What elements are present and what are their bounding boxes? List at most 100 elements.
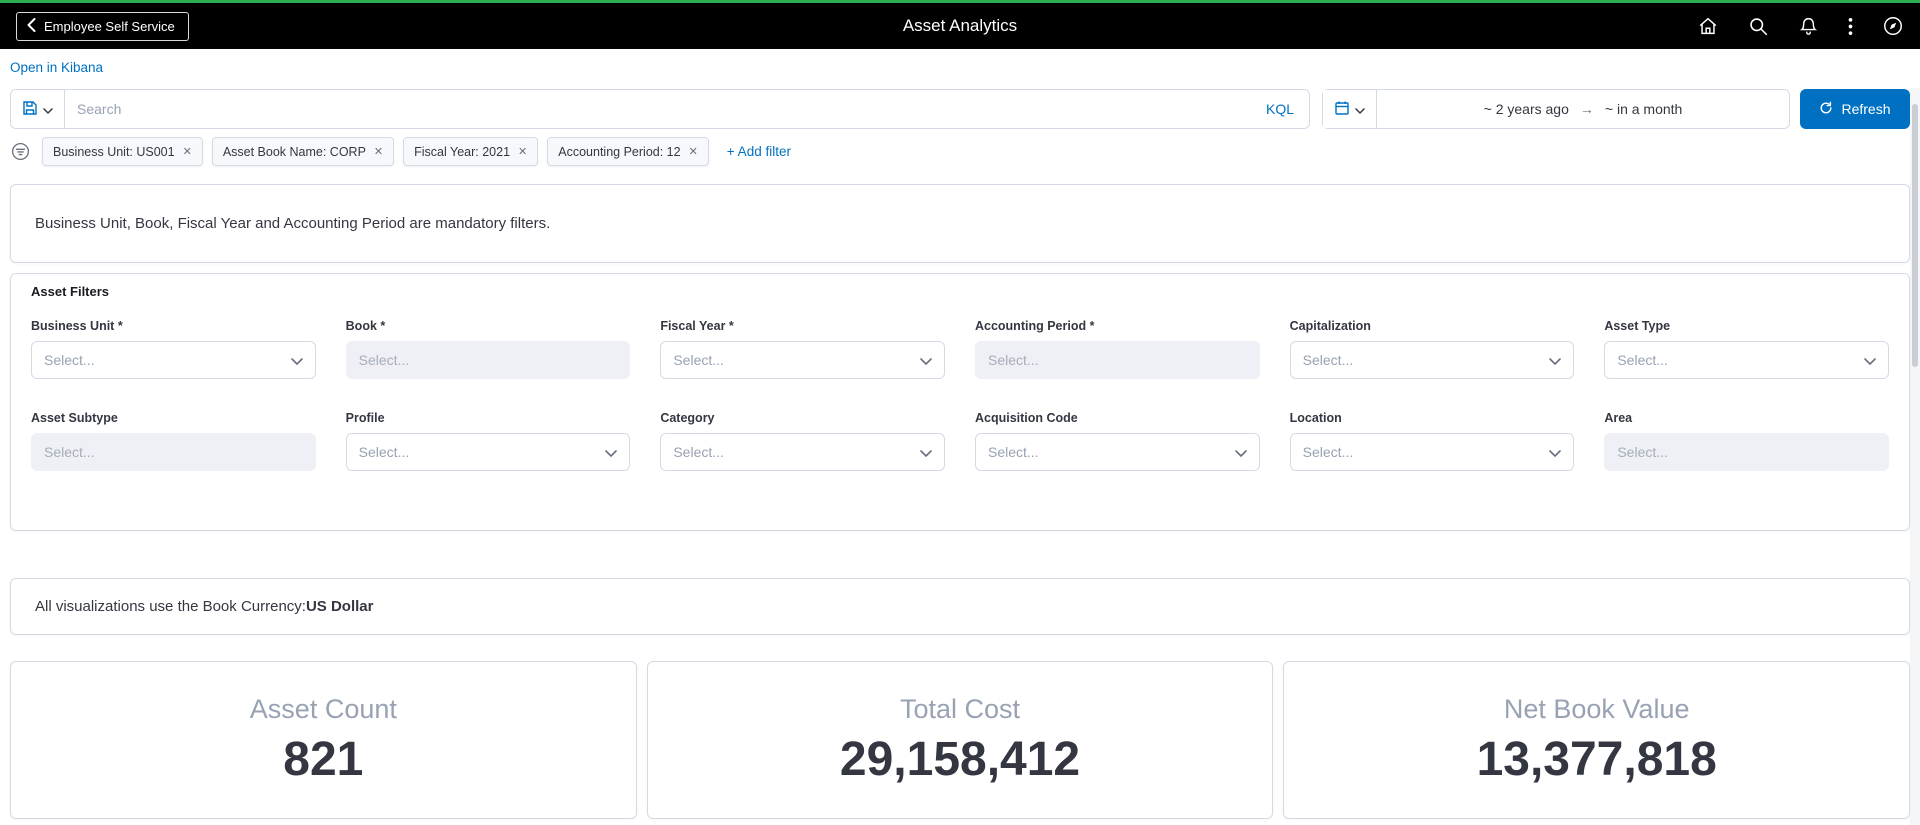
asset-type-select[interactable]: Select...: [1604, 341, 1889, 379]
filter-field-acquisition-code: Acquisition Code Select...: [974, 411, 1260, 471]
capitalization-select[interactable]: Select...: [1289, 341, 1575, 379]
filter-pill-fiscal-year[interactable]: Fiscal Year: 2021 ✕: [403, 137, 539, 166]
chevron-down-icon: [605, 444, 618, 460]
refresh-icon: [1819, 101, 1833, 118]
search-input[interactable]: [65, 90, 1251, 128]
add-filter-button[interactable]: + Add filter: [726, 144, 791, 159]
chevron-down-icon: [43, 102, 53, 117]
select-placeholder: Select...: [1617, 352, 1668, 368]
date-range-display[interactable]: ~ 2 years ago → ~ in a month: [1377, 101, 1789, 117]
notifications-bell-icon[interactable]: [1798, 16, 1819, 37]
select-placeholder: Select...: [1302, 352, 1354, 368]
home-icon[interactable]: [1697, 15, 1719, 37]
filter-pill-label: Business Unit: US001: [53, 144, 175, 159]
navbar-compass-icon[interactable]: [1882, 15, 1904, 37]
calendar-icon: [1334, 100, 1350, 119]
asset-filters-panel: Asset Filters Business Unit * Select... …: [10, 273, 1910, 531]
page-title: Asset Analytics: [902, 16, 1018, 35]
accounting-period-select: Select...: [974, 341, 1260, 379]
filter-bar: Business Unit: US001 ✕ Asset Book Name: …: [10, 137, 1910, 166]
metric-label: Total Cost: [899, 693, 1021, 724]
remove-filter-icon[interactable]: ✕: [182, 146, 192, 158]
topbar-actions: [1697, 15, 1904, 37]
remove-filter-icon[interactable]: ✕: [688, 146, 698, 158]
currency-value: US Dollar: [305, 598, 374, 615]
employee-self-service-button[interactable]: Employee Self Service: [16, 11, 189, 41]
filter-pill-label: Fiscal Year: 2021: [414, 144, 511, 159]
metric-value: 13,377,818: [1476, 732, 1717, 786]
metric-card-total-cost: Total Cost 29,158,412: [646, 661, 1274, 819]
search-icon[interactable]: [1748, 16, 1769, 37]
select-placeholder: Select...: [987, 444, 1039, 460]
business-unit-select[interactable]: Select...: [31, 341, 316, 379]
select-placeholder: Select...: [673, 444, 724, 460]
asset-filters-grid: Business Unit * Select... Book * Select.…: [31, 319, 1889, 471]
date-quick-select-button[interactable]: [1323, 90, 1377, 128]
scrollbar-thumb[interactable]: [1912, 104, 1918, 367]
metric-label: Net Book Value: [1503, 693, 1690, 724]
search-box: KQL: [10, 89, 1310, 129]
filter-pill-business-unit[interactable]: Business Unit: US001 ✕: [42, 137, 203, 166]
select-placeholder: Select...: [673, 352, 724, 368]
field-label: Fiscal Year *: [660, 319, 734, 333]
currency-notice-panel: All visualizations use the Book Currency…: [10, 578, 1910, 635]
filter-field-profile: Profile Select...: [345, 411, 631, 471]
refresh-button[interactable]: Refresh: [1800, 89, 1910, 129]
saved-query-menu-button[interactable]: [11, 90, 65, 128]
kql-button[interactable]: KQL: [1251, 101, 1309, 117]
kebab-menu-icon[interactable]: [1848, 16, 1853, 37]
asset-subtype-select: Select...: [31, 433, 316, 471]
select-placeholder: Select...: [1302, 444, 1354, 460]
profile-select[interactable]: Select...: [345, 433, 631, 471]
filter-field-capitalization: Capitalization Select...: [1289, 319, 1575, 379]
filter-field-asset-type: Asset Type Select...: [1604, 319, 1889, 379]
location-select[interactable]: Select...: [1289, 433, 1575, 471]
save-icon: [22, 100, 38, 119]
metric-card-net-book-value: Net Book Value 13,377,818: [1283, 661, 1911, 819]
chevron-down-icon: [1549, 352, 1562, 368]
filter-pill-asset-book-name[interactable]: Asset Book Name: CORP ✕: [211, 137, 395, 166]
fiscal-year-select[interactable]: Select...: [660, 341, 945, 379]
chevron-down-icon: [920, 352, 932, 368]
select-placeholder: Select...: [358, 444, 410, 460]
filter-field-category: Category Select...: [660, 411, 945, 471]
chevron-down-icon: [1549, 444, 1562, 460]
field-label: Business Unit *: [31, 319, 123, 333]
date-to[interactable]: ~ in a month: [1604, 101, 1683, 117]
date-picker: ~ 2 years ago → ~ in a month: [1322, 89, 1790, 129]
topbar: Employee Self Service Asset Analytics: [0, 3, 1920, 49]
book-select: Select...: [345, 341, 631, 379]
filter-field-book: Book * Select...: [345, 319, 631, 379]
back-button-label: Employee Self Service: [44, 18, 175, 34]
field-label: Acquisition Code: [974, 411, 1078, 425]
filter-pill-accounting-period[interactable]: Accounting Period: 12 ✕: [547, 137, 709, 166]
mandatory-filters-notice-panel: Business Unit, Book, Fiscal Year and Acc…: [10, 184, 1910, 263]
asset-filters-title: Asset Filters: [31, 284, 110, 299]
field-label: Asset Subtype: [31, 411, 118, 425]
metric-value: 821: [283, 732, 364, 786]
date-from[interactable]: ~ 2 years ago: [1483, 101, 1569, 117]
field-label: Area: [1604, 411, 1633, 425]
top-accent-bar: [0, 0, 1920, 3]
mandatory-filters-notice-text: Business Unit, Book, Fiscal Year and Acc…: [35, 215, 551, 232]
select-placeholder: Select...: [1617, 444, 1668, 460]
remove-filter-icon[interactable]: ✕: [518, 146, 528, 158]
filter-field-location: Location Select...: [1289, 411, 1575, 471]
remove-filter-icon[interactable]: ✕: [373, 146, 384, 158]
filter-field-business-unit: Business Unit * Select...: [31, 319, 316, 379]
filter-pill-label: Accounting Period: 12: [558, 144, 681, 159]
chevron-down-icon: [290, 352, 303, 368]
select-placeholder: Select...: [44, 444, 95, 460]
scrollbar-track[interactable]: [1910, 88, 1920, 825]
chevron-down-icon: [1355, 102, 1365, 117]
open-in-kibana-link[interactable]: Open in Kibana: [10, 60, 104, 75]
category-select[interactable]: Select...: [660, 433, 945, 471]
acquisition-code-select[interactable]: Select...: [974, 433, 1260, 471]
refresh-button-label: Refresh: [1841, 101, 1891, 117]
filter-list-icon[interactable]: [10, 141, 31, 162]
select-placeholder: Select...: [358, 352, 410, 368]
field-label: Asset Type: [1604, 319, 1671, 333]
field-label: Category: [660, 411, 715, 425]
field-label: Location: [1289, 411, 1342, 425]
currency-notice-text: All visualizations use the Book Currency…: [35, 598, 306, 615]
